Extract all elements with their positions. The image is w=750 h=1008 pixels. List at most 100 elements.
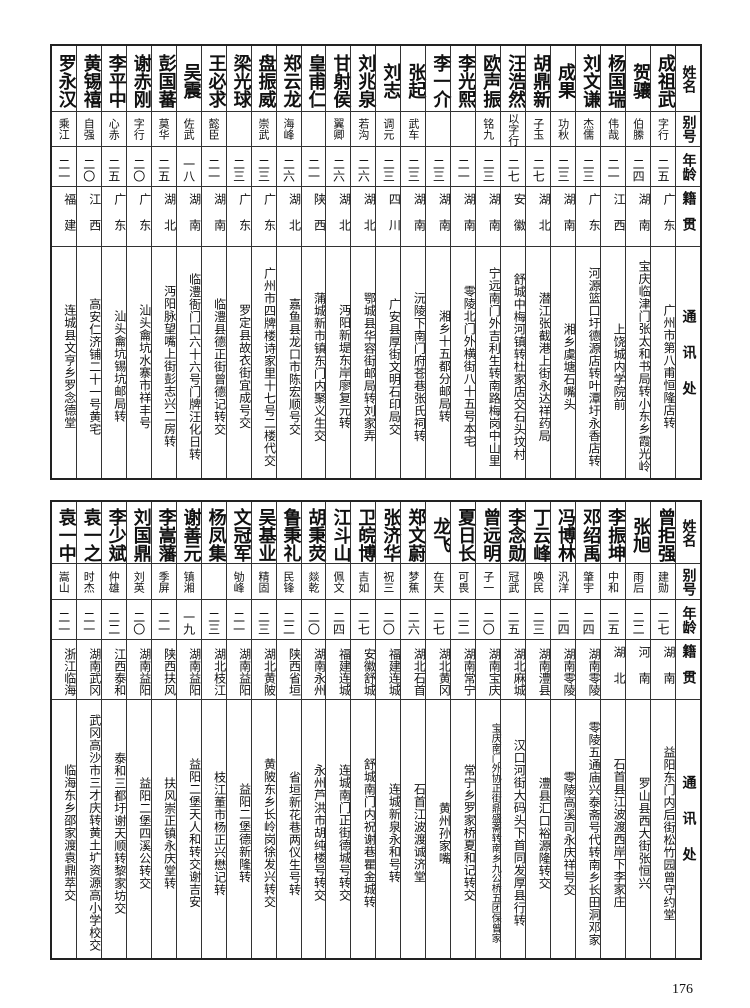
age-cell: 一八 [176,147,201,187]
origin-cell: 湖南零陵 [576,640,601,700]
table-row: 张旭 雨后 二二 河南 罗山县西大街张恒兴 [625,502,651,958]
name-cell: 袁一之 [76,502,102,564]
address-cell: 泰和三都圩谢天顺转黎家坊交 [112,751,127,915]
header-alias-cell: 别号 [676,112,700,147]
alias-cell: 燚乾 [301,564,326,600]
name-cell: 夏日长 [451,502,476,564]
table-row: 江斗山 佩文 二四 福建连城 连城南门正街德城号转交 [325,502,352,958]
origin-cell: 福建 [51,187,77,247]
table-row: 彭国蕃 莫华 二五 湖北 沔阳脉望嘴上街彭志兴二房转 [150,46,177,478]
alias-cell: 雨后 [626,564,651,600]
alias-cell [451,112,476,147]
alias-cell: 崇武 [251,112,276,147]
address-cell: 汕头龠坑锡坑邮局转 [112,310,127,423]
alias-cell: 功秋 [551,112,576,147]
age-cell: 二一 [301,147,326,187]
table-row: 曾拒强 建勋 二七 湖南 益阳东门内后街松竹园曾守约堂 [650,502,676,958]
address-cell: 连城新泉永和号转 [387,783,402,883]
name-cell: 张旭 [626,502,651,564]
table-row: 罗永汉 乘江 二一 福建 连城县文亨乡罗念德堂 [51,46,77,478]
alias-cell: 佐武 [176,112,201,147]
address-cell: 广州市四牌楼诗家里十七号二楼代交 [262,266,277,467]
alias-cell: 乘江 [51,112,76,147]
address-cell: 沔阳新堤东岸廖复元转 [337,304,352,429]
alias-cell: 铭九 [476,112,501,147]
name-cell: 李念勋 [501,502,526,564]
address-cell: 宝庆南门外协正街鼎盛斋转南乡九公桥五团保曾家 [489,723,501,943]
table-row: 谢赤刚 字行 二〇 广东 汕头龠坑水寨市祥丰号 [125,46,152,478]
address-cell: 黄陂东乡长岭岗徐发兴转交 [262,758,277,908]
origin-cell: 湖北 [326,187,351,247]
name-cell: 张济华 [376,502,401,564]
table-row: 袁一之 时杰 二一 湖南武冈 武冈高沙市三才庆转黄土圹资源高小学校交 [75,502,102,958]
table-row: 胡秉荧 燚乾 二〇 湖南永州 永州芦洪市胡纯楼号转交 [300,502,326,958]
origin-cell: 广东 [576,187,601,247]
age-cell: 二五 [651,147,676,187]
name-cell: 刘文谦 [576,46,601,112]
header-origin-cell: 籍贯 [676,187,700,247]
table-row: 刘国鼎 刘英 二〇 湖南益阳 益阳二堡四溪公转交 [125,502,152,958]
age-cell: 二〇 [376,600,401,640]
age-cell: 二六 [401,600,426,640]
address-cell: 上饶城内学院前 [612,322,627,411]
address-cell: 临海东乡邵家渡袁鼎萃交 [62,764,77,902]
address-cell: 连城南门正街德城号转交 [337,764,352,902]
age-cell: 二三 [476,147,501,187]
origin-cell: 湖南澧县 [526,640,551,700]
address-cell: 枝江董市杨正兴懋记转 [212,770,227,896]
table-row: 邓绍禹 肇宇 二四 湖南零陵 零陵五通庙兴泰斋号代转南乡长田洞邓家 [575,502,602,958]
alias-cell: 肇宇 [576,564,601,600]
name-cell: 曾远明 [476,502,501,564]
origin-cell: 湖北枝江 [201,640,227,700]
table-row: 刘志 调元 二三 四川 广安县厚街文明石印局交 [375,46,401,478]
address-cell: 常宁乡罗家桥夏和记转交 [462,764,477,902]
address-cell: 石首江波渡诚济堂 [412,783,427,883]
origin-cell: 湖北石首 [401,640,426,700]
origin-cell: 湖南武冈 [76,640,102,700]
age-cell: 二七 [651,600,676,640]
origin-cell: 湖北黄冈 [426,640,451,700]
name-cell: 江斗山 [326,502,351,564]
origin-cell: 湖北 [276,187,302,247]
origin-cell: 福建连城 [326,640,351,700]
origin-cell: 江西 [76,187,102,247]
address-cell: 零陵五通庙兴泰斋号代转南乡长田洞邓家 [587,720,602,946]
origin-cell: 江西 [601,187,626,247]
address-cell: 省垣新花巷两仪生号转 [287,770,302,896]
alias-cell: 伯縢 [626,112,651,147]
age-cell: 二二 [276,600,301,640]
name-cell: 谢赤刚 [126,46,152,112]
name-cell: 龙飞 [426,502,451,564]
age-cell: 二四 [326,600,351,640]
origin-cell: 湖北麻城 [501,640,526,700]
age-cell: 二一 [601,147,626,187]
alias-cell: 冠武 [501,564,526,600]
table-row: 李嵩藩 季屏 二一 陕西扶风 扶风崇正镇永庆堂转 [150,502,177,958]
alias-cell: 子一 [476,564,501,600]
age-cell: 二三 [426,147,451,187]
table-row: 成祖武 字行 二五 广东 广州市第八甫恒隆店转 [650,46,676,478]
name-cell: 胡秉荧 [301,502,326,564]
table-row: 甘射侯 翼卿 二六 湖北 沔阳新堤东岸廖复元转 [325,46,352,478]
address-cell: 湘乡虞塘石嘴头 [562,322,577,411]
address-cell: 湘乡十五都分邮局转 [437,310,452,423]
page-number: 176 [672,982,693,997]
alias-cell [426,112,451,147]
origin-cell: 福建连城 [376,640,401,700]
address-cell: 宁远南门外吉利生转南路梅岗中山里 [487,266,502,467]
alias-cell: 子玉 [526,112,551,147]
age-cell: 二〇 [76,147,101,187]
age-cell: 二一 [226,600,251,640]
name-cell: 汪浩然 [501,46,526,112]
address-cell: 澧县汇口裕源隆转交 [537,776,552,890]
header-alias-cell: 别号 [676,564,700,600]
address-cell: 临澧县德正街曾德记转交 [212,297,227,436]
name-cell: 梁光球 [226,46,252,112]
alias-cell: 吉如 [351,564,376,600]
header-address-cell: 通讯处 [680,308,697,417]
origin-cell: 湖北 [351,187,376,247]
age-cell: 二三 [201,600,226,640]
origin-cell: 安徽舒城 [351,640,376,700]
age-cell: 二一 [151,600,176,640]
name-cell: 彭国蕃 [151,46,177,112]
